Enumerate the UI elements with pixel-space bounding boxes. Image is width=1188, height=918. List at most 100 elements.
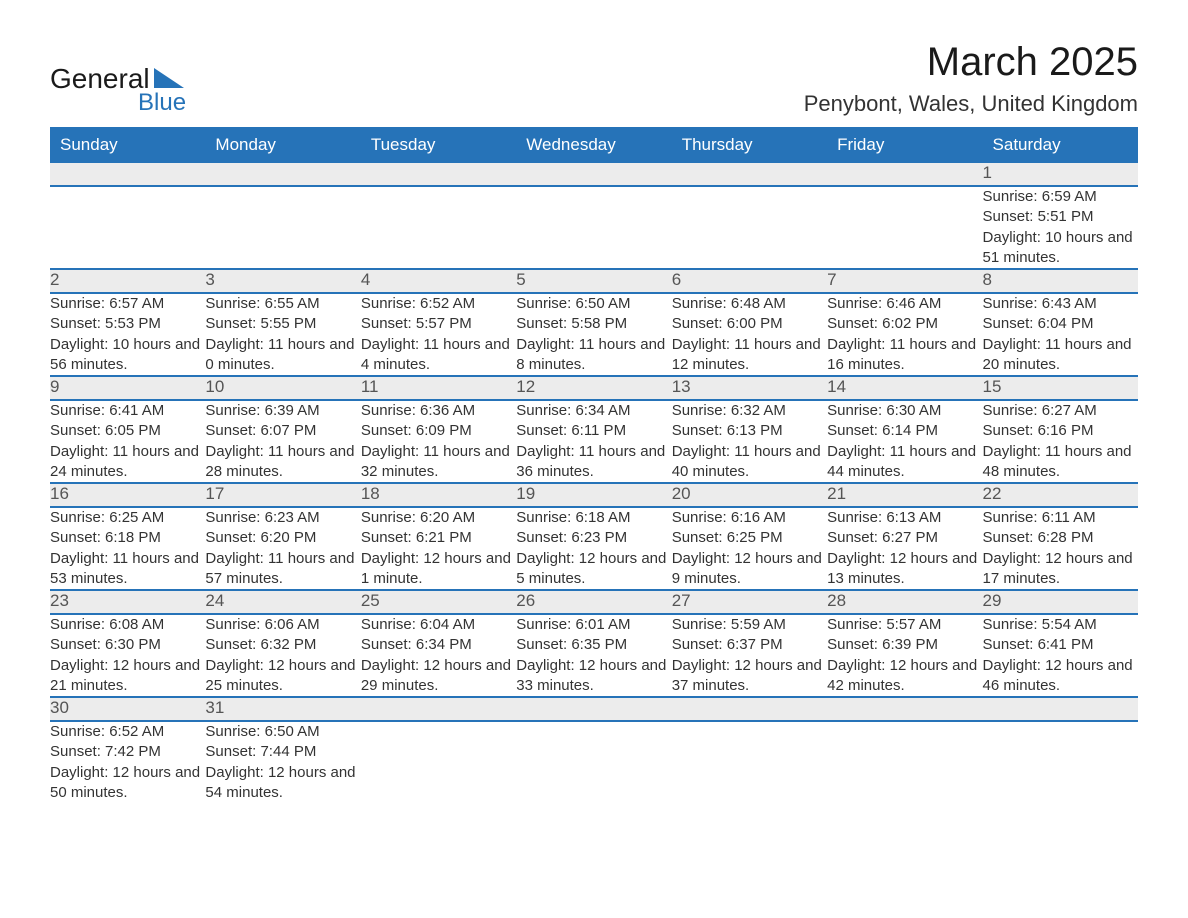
sunset-value: 6:32 PM [260, 636, 316, 653]
daylight-label: Daylight: [516, 336, 579, 353]
day-number-cell [672, 162, 827, 186]
sunset-label: Sunset: [516, 529, 571, 546]
sunrise-value: 6:57 AM [109, 295, 164, 312]
sunset-label: Sunset: [983, 422, 1038, 439]
sunrise-label: Sunrise: [50, 402, 109, 419]
sunset-value: 6:09 PM [416, 422, 472, 439]
day-number-cell: 26 [516, 590, 671, 614]
day-number-cell [827, 162, 982, 186]
sunrise-value: 6:06 AM [265, 616, 320, 633]
day-number-cell: 29 [983, 590, 1138, 614]
day-number-cell: 24 [205, 590, 360, 614]
day-data-cell: Sunrise: 6:41 AMSunset: 6:05 PMDaylight:… [50, 400, 205, 483]
sunset-label: Sunset: [672, 315, 727, 332]
day-data-cell: Sunrise: 6:30 AMSunset: 6:14 PMDaylight:… [827, 400, 982, 483]
sunset-label: Sunset: [205, 315, 260, 332]
sunrise-label: Sunrise: [983, 402, 1042, 419]
sunset-value: 6:02 PM [882, 315, 938, 332]
sunset-label: Sunset: [50, 743, 105, 760]
day-number-cell: 3 [205, 269, 360, 293]
day-data-cell: Sunrise: 6:01 AMSunset: 6:35 PMDaylight:… [516, 614, 671, 697]
day-data-cell: Sunrise: 6:59 AMSunset: 5:51 PMDaylight:… [983, 186, 1138, 269]
daylight-label: Daylight: [205, 550, 268, 567]
sunrise-label: Sunrise: [50, 295, 109, 312]
sunrise-value: 6:36 AM [420, 402, 475, 419]
day-data-cell: Sunrise: 6:25 AMSunset: 6:18 PMDaylight:… [50, 507, 205, 590]
day-data-cell [516, 186, 671, 269]
sunrise-value: 6:46 AM [886, 295, 941, 312]
sunset-value: 6:13 PM [727, 422, 783, 439]
day-number-cell: 4 [361, 269, 516, 293]
sunrise-label: Sunrise: [205, 509, 264, 526]
daylight-label: Daylight: [983, 550, 1046, 567]
day-number-cell: 25 [361, 590, 516, 614]
sunrise-value: 6:34 AM [575, 402, 630, 419]
sunset-value: 6:41 PM [1038, 636, 1094, 653]
sunset-label: Sunset: [983, 315, 1038, 332]
day-number-cell: 5 [516, 269, 671, 293]
sunrise-value: 6:11 AM [1042, 509, 1096, 526]
sunrise-value: 6:59 AM [1042, 188, 1097, 205]
sunset-value: 6:25 PM [727, 529, 783, 546]
day-number-cell: 19 [516, 483, 671, 507]
sunrise-label: Sunrise: [50, 509, 109, 526]
sunset-value: 6:04 PM [1038, 315, 1094, 332]
sunrise-value: 6:55 AM [265, 295, 320, 312]
day-number-cell [827, 697, 982, 721]
day-data-cell: Sunrise: 6:16 AMSunset: 6:25 PMDaylight:… [672, 507, 827, 590]
sunrise-value: 6:52 AM [420, 295, 475, 312]
day-number-cell [361, 162, 516, 186]
day-number-cell: 10 [205, 376, 360, 400]
day-data-cell: Sunrise: 6:32 AMSunset: 6:13 PMDaylight:… [672, 400, 827, 483]
sunrise-value: 6:13 AM [886, 509, 941, 526]
daylight-label: Daylight: [50, 550, 113, 567]
sunrise-label: Sunrise: [205, 402, 264, 419]
sunrise-label: Sunrise: [983, 188, 1042, 205]
day-number-cell: 28 [827, 590, 982, 614]
title-block: March 2025 Penybont, Wales, United Kingd… [804, 40, 1138, 117]
sunset-value: 5:53 PM [105, 315, 161, 332]
sunrise-label: Sunrise: [827, 402, 886, 419]
sunset-value: 5:58 PM [571, 315, 627, 332]
sunrise-value: 6:43 AM [1042, 295, 1097, 312]
weekday-header: Friday [827, 129, 982, 162]
sunrise-value: 6:52 AM [109, 723, 164, 740]
sunrise-label: Sunrise: [516, 509, 575, 526]
daylight-label: Daylight: [361, 443, 424, 460]
sunrise-label: Sunrise: [983, 295, 1042, 312]
day-number-cell [516, 162, 671, 186]
sunrise-value: 6:50 AM [265, 723, 320, 740]
sunset-value: 6:05 PM [105, 422, 161, 439]
daylight-label: Daylight: [361, 336, 424, 353]
weekday-header: Thursday [672, 129, 827, 162]
day-data-cell [361, 186, 516, 269]
location: Penybont, Wales, United Kingdom [804, 91, 1138, 117]
sunrise-value: 6:04 AM [420, 616, 475, 633]
sunset-label: Sunset: [361, 529, 416, 546]
weekday-header: Saturday [983, 129, 1138, 162]
day-number-cell: 16 [50, 483, 205, 507]
sunset-label: Sunset: [516, 636, 571, 653]
day-number-cell [205, 162, 360, 186]
sunset-label: Sunset: [50, 529, 105, 546]
day-data-cell: Sunrise: 6:55 AMSunset: 5:55 PMDaylight:… [205, 293, 360, 376]
sunset-label: Sunset: [50, 315, 105, 332]
sunset-value: 6:11 PM [571, 422, 626, 439]
sunrise-label: Sunrise: [672, 295, 731, 312]
day-number-cell: 11 [361, 376, 516, 400]
sunset-label: Sunset: [361, 422, 416, 439]
day-number-cell: 17 [205, 483, 360, 507]
day-data-cell: Sunrise: 5:57 AMSunset: 6:39 PMDaylight:… [827, 614, 982, 697]
daylight-label: Daylight: [205, 443, 268, 460]
sunrise-value: 6:18 AM [575, 509, 630, 526]
sunset-label: Sunset: [672, 422, 727, 439]
daylight-label: Daylight: [205, 336, 268, 353]
sunset-label: Sunset: [827, 315, 882, 332]
day-data-cell [516, 721, 671, 803]
daylight-label: Daylight: [50, 657, 113, 674]
day-data-cell: Sunrise: 6:50 AMSunset: 7:44 PMDaylight:… [205, 721, 360, 803]
daylight-label: Daylight: [516, 443, 579, 460]
sunset-label: Sunset: [50, 422, 105, 439]
day-data-cell: Sunrise: 6:52 AMSunset: 7:42 PMDaylight:… [50, 721, 205, 803]
day-data-cell: Sunrise: 6:39 AMSunset: 6:07 PMDaylight:… [205, 400, 360, 483]
